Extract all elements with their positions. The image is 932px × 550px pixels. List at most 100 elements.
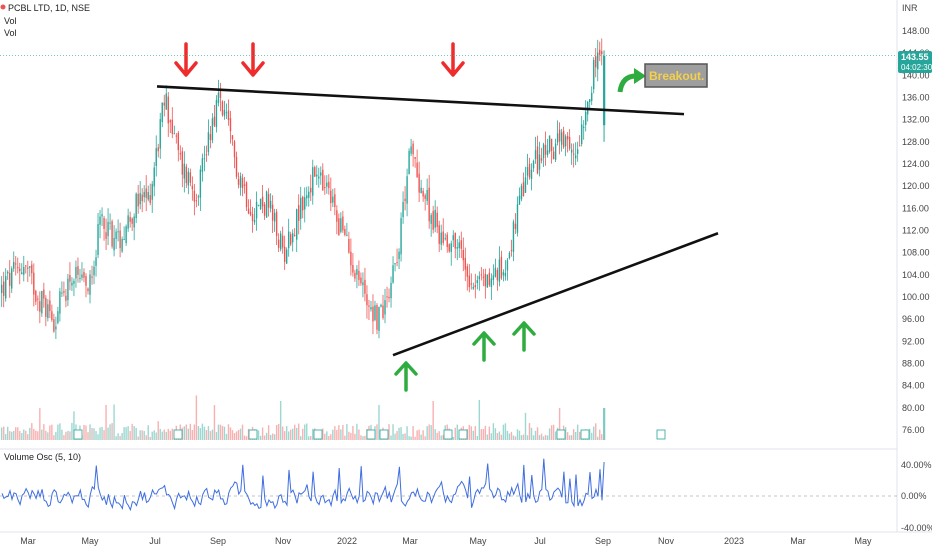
volume-bar xyxy=(131,423,133,440)
volume-label-1: Vol xyxy=(4,16,17,26)
volume-bar xyxy=(544,435,547,440)
resistance-trendline xyxy=(156,85,685,116)
candle-body xyxy=(197,196,200,198)
earnings-marker-icon xyxy=(173,429,183,440)
volume-bar xyxy=(35,430,37,440)
candle-body xyxy=(193,190,196,202)
candle-body xyxy=(591,92,593,101)
candle-body xyxy=(57,311,59,323)
candle-body xyxy=(384,300,386,315)
candle-body xyxy=(368,305,370,307)
candle-body xyxy=(267,194,270,208)
candle-body xyxy=(450,243,452,252)
volume-bar xyxy=(488,426,491,440)
candle-body xyxy=(139,193,141,205)
candle-body xyxy=(127,215,129,229)
candle-body xyxy=(133,216,135,228)
candle-body xyxy=(79,278,81,280)
candle-body xyxy=(574,155,577,159)
candle-body xyxy=(392,265,394,283)
volume-bar xyxy=(1,427,3,440)
oscillator-axis: 40.00% 0.00% -40.00% xyxy=(901,460,932,533)
candle-body xyxy=(181,151,184,175)
candle-body xyxy=(143,191,145,198)
volume-bar xyxy=(552,424,555,440)
earnings-marker-icon xyxy=(656,429,666,440)
volume-bar xyxy=(29,427,31,440)
candle-body xyxy=(207,132,210,153)
volume-bar xyxy=(221,425,224,440)
volume-bar xyxy=(89,424,91,440)
candle-body xyxy=(241,177,244,189)
price-tick-label: 100.00 xyxy=(902,292,930,302)
candle-body xyxy=(338,218,340,236)
candle-body xyxy=(402,201,404,218)
candle-body xyxy=(189,172,192,183)
volume-bar xyxy=(504,423,507,440)
candle-body xyxy=(474,285,477,288)
candle-body xyxy=(103,218,105,229)
volume-bar xyxy=(300,436,302,440)
oscillator-line xyxy=(1,458,605,512)
candle-body xyxy=(442,231,444,244)
volume-bar xyxy=(43,424,45,440)
price-tick-label: 124.00 xyxy=(902,159,930,169)
candle-body xyxy=(444,238,446,240)
candle-body xyxy=(440,232,442,245)
candle-body xyxy=(279,233,282,250)
volume-bar xyxy=(340,429,342,440)
candle-body xyxy=(376,305,378,330)
candle-body xyxy=(221,101,224,115)
candle-body xyxy=(281,235,284,248)
candle-body xyxy=(372,306,374,322)
volume-bar xyxy=(247,428,250,440)
candle-body xyxy=(601,51,603,55)
candle-body xyxy=(582,126,585,128)
candle-body xyxy=(213,116,216,126)
candle-body xyxy=(556,133,559,143)
volume-bar xyxy=(85,425,87,440)
volume-bar xyxy=(597,436,599,440)
volume-bar xyxy=(141,430,143,440)
candle-body xyxy=(115,231,117,239)
volume-bar xyxy=(259,435,262,440)
candle-body xyxy=(249,211,252,215)
candle-body xyxy=(159,119,161,149)
candle-body xyxy=(448,244,450,252)
candle-body xyxy=(29,266,31,268)
candle-body xyxy=(398,251,400,259)
volume-bar xyxy=(39,408,41,440)
volume-bar xyxy=(574,431,577,440)
candle-body xyxy=(247,208,250,214)
volume-bar xyxy=(454,427,456,440)
candle-body xyxy=(342,216,344,231)
volume-bar xyxy=(3,426,5,440)
candle-body xyxy=(205,154,208,156)
volume-bar xyxy=(430,425,432,440)
candle-body xyxy=(275,211,278,236)
volume-bar xyxy=(332,429,334,440)
volume-bar xyxy=(15,427,17,440)
volume-bar xyxy=(302,428,304,440)
volume-bar xyxy=(522,434,525,440)
volume-bar xyxy=(91,428,93,440)
volume-bar xyxy=(416,430,418,440)
volume-bar xyxy=(27,434,29,440)
volume-bar xyxy=(412,426,414,440)
time-tick-label: 2023 xyxy=(724,536,744,546)
candle-body xyxy=(39,301,41,312)
volume-bar xyxy=(21,432,23,440)
candle-body xyxy=(13,261,15,269)
candle-body xyxy=(111,221,113,247)
candle-body xyxy=(23,267,25,275)
candle-body xyxy=(107,221,109,237)
candle-body xyxy=(593,59,595,90)
candle-body xyxy=(408,150,410,174)
candle-body xyxy=(69,275,71,282)
price-tick-label: 92.00 xyxy=(902,336,925,346)
candle-body xyxy=(382,305,384,318)
candle-body xyxy=(562,130,565,148)
oscillator-tick-label: -40.00% xyxy=(901,523,932,533)
volume-bar xyxy=(111,423,113,440)
